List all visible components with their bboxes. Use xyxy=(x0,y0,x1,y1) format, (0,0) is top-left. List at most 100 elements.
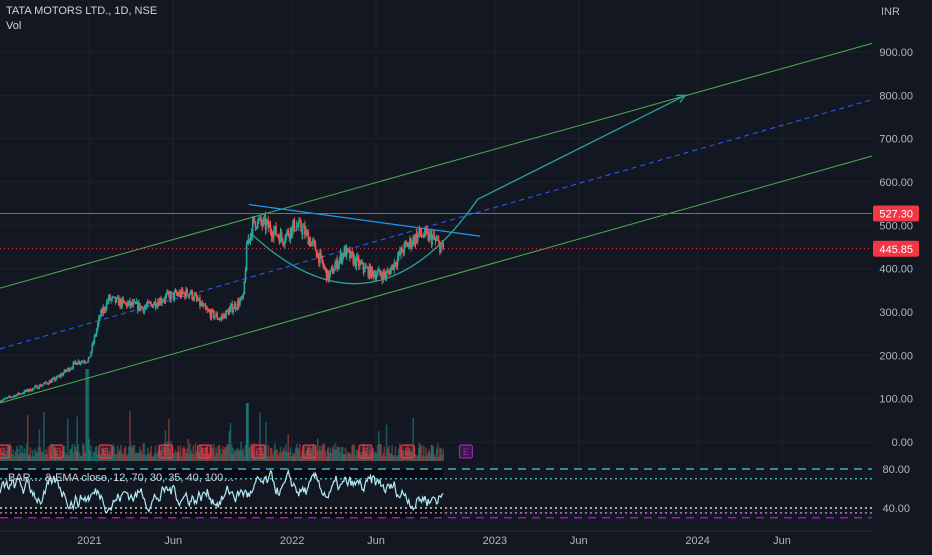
volume-bar xyxy=(92,451,95,461)
candle xyxy=(410,237,412,252)
candle-body xyxy=(394,262,397,266)
candle xyxy=(369,263,372,279)
candle xyxy=(306,229,308,236)
volume-bar xyxy=(354,454,357,461)
volume-bar xyxy=(328,452,331,461)
candle-body xyxy=(81,361,84,363)
candle-body xyxy=(68,368,70,371)
volume-bar xyxy=(65,454,68,461)
candle xyxy=(44,381,46,386)
candle-body xyxy=(144,307,147,309)
volume-bar xyxy=(442,448,445,461)
candle-body xyxy=(142,307,145,312)
candle xyxy=(164,293,167,304)
candle-body xyxy=(400,247,402,255)
volume-bar xyxy=(357,456,360,461)
volume-bar xyxy=(40,451,43,461)
candle-body xyxy=(368,265,371,277)
volume-bar xyxy=(93,452,96,461)
volume-bar xyxy=(248,447,251,461)
volume-bar xyxy=(171,456,173,461)
candle-body xyxy=(188,293,191,297)
candle xyxy=(119,297,121,309)
candle-body xyxy=(218,319,221,321)
candle xyxy=(331,264,334,275)
earnings-marker[interactable]: E xyxy=(0,444,10,459)
volume-bar xyxy=(250,443,253,461)
candle xyxy=(300,218,302,233)
candle-body xyxy=(419,228,422,235)
candle-body xyxy=(220,316,223,319)
volume-bar xyxy=(389,453,391,461)
candle-body xyxy=(382,271,385,281)
earnings-marker[interactable]: E xyxy=(158,444,174,459)
candle xyxy=(115,296,118,304)
volume-bar xyxy=(417,448,420,461)
volume-bar xyxy=(253,443,256,461)
candle-body xyxy=(255,227,258,229)
volume-bar xyxy=(436,443,439,461)
candle xyxy=(65,369,68,373)
candle-body xyxy=(100,309,102,317)
candle xyxy=(368,262,371,280)
candle xyxy=(362,267,365,277)
candle xyxy=(288,233,291,242)
volume-bar xyxy=(160,450,162,461)
projection-arrow-head xyxy=(676,94,687,103)
candle xyxy=(6,396,9,399)
candle-body xyxy=(294,230,297,232)
volume-bar xyxy=(135,452,138,461)
drawings xyxy=(0,42,873,404)
earnings-marker[interactable]: E xyxy=(251,444,266,459)
candle xyxy=(179,289,182,300)
candle-body xyxy=(12,396,15,398)
candle xyxy=(351,247,353,257)
volume-bar xyxy=(154,445,157,461)
volume-bar xyxy=(132,445,135,461)
volume-bar xyxy=(415,455,418,461)
candle xyxy=(28,388,31,393)
earnings-marker[interactable]: E xyxy=(197,444,212,459)
candle-body xyxy=(119,299,121,306)
earnings-marker[interactable]: E xyxy=(358,444,373,459)
candle xyxy=(432,229,435,241)
volume-bar xyxy=(356,450,359,461)
volume-bar xyxy=(407,448,410,461)
volume-bar xyxy=(221,446,224,461)
candle xyxy=(427,228,430,242)
candle-body xyxy=(164,295,167,301)
candle-body xyxy=(242,294,245,298)
volume-bar xyxy=(277,455,280,461)
candle-body xyxy=(201,302,203,307)
candle-body xyxy=(28,390,30,392)
volume-bar xyxy=(69,449,71,461)
volume-bar xyxy=(372,448,375,461)
candle xyxy=(428,230,431,243)
earnings-marker[interactable]: E xyxy=(400,444,415,459)
earnings-marker[interactable]: E xyxy=(302,444,317,459)
volume-bar xyxy=(19,444,21,461)
candle-body xyxy=(323,266,326,268)
candle-body xyxy=(250,233,253,237)
candle xyxy=(440,245,442,254)
candle-body xyxy=(383,271,386,275)
volume-bar xyxy=(432,446,435,461)
candle-body xyxy=(245,244,248,271)
candle xyxy=(289,227,292,244)
candle xyxy=(285,232,287,243)
candle xyxy=(195,292,198,303)
volume-bar xyxy=(204,447,207,461)
candle-body xyxy=(251,220,254,237)
earnings-marker[interactable]: E xyxy=(49,444,64,459)
earnings-marker[interactable]: E xyxy=(458,444,474,459)
volume-bar xyxy=(386,448,389,461)
volume-bar xyxy=(325,456,328,461)
candle-body xyxy=(160,298,162,303)
candle xyxy=(349,246,351,262)
volume-bar xyxy=(406,444,409,461)
candle xyxy=(2,398,5,402)
earnings-marker[interactable]: E xyxy=(98,444,113,459)
candle xyxy=(205,305,208,310)
